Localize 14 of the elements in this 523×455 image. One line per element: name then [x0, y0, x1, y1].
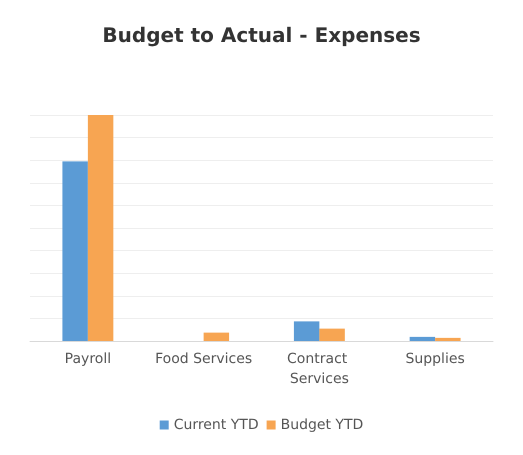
legend-label: Budget YTD: [280, 417, 364, 433]
legend-label: Current YTD: [174, 417, 259, 433]
bar: [319, 328, 345, 341]
bar: [204, 332, 230, 341]
chart-title: Budget to Actual - Expenses: [102, 23, 421, 47]
bar: [410, 336, 436, 341]
x-tick-label: Contract Services: [287, 351, 352, 387]
bar: [88, 115, 114, 341]
x-tick-label: Payroll: [64, 351, 112, 367]
x-tick-label: Food Services: [155, 351, 252, 367]
bar: [294, 321, 320, 341]
x-tick-label: Supplies: [406, 351, 465, 367]
bar: [62, 161, 88, 341]
bar: [435, 338, 461, 341]
